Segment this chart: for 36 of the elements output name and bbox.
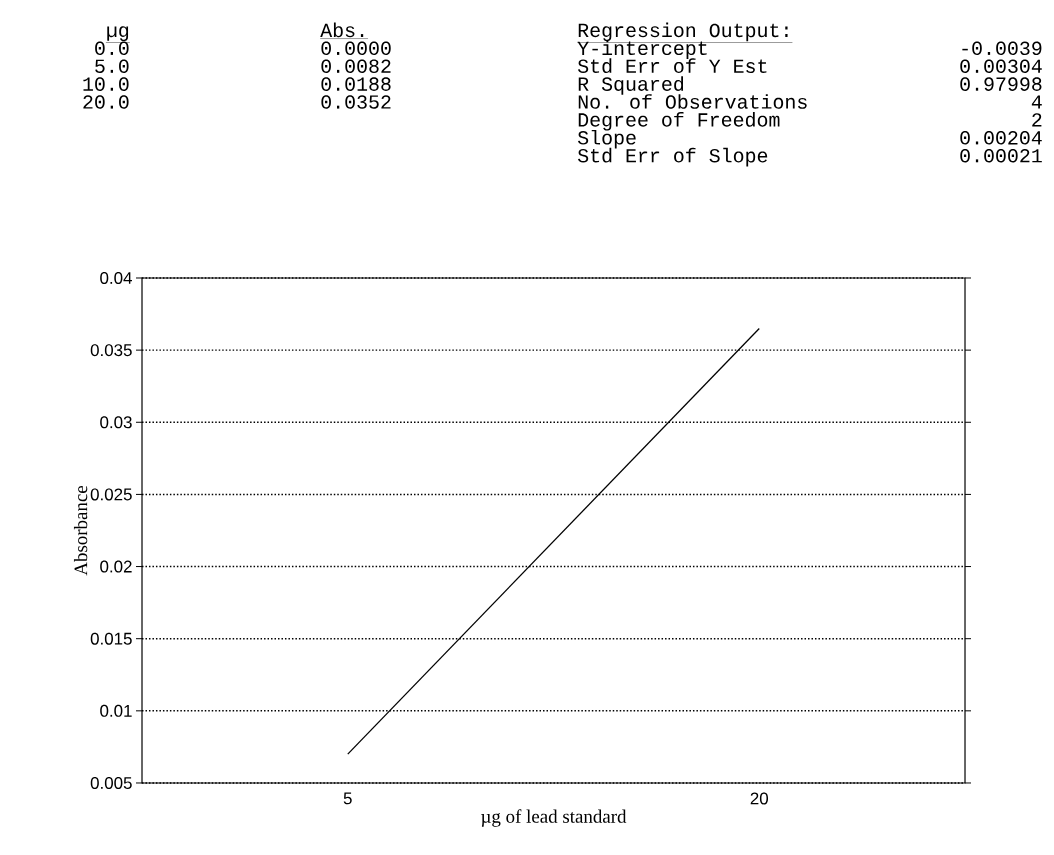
y-tick-label: 0.005 <box>90 776 132 789</box>
text: -0.0039 <box>962 41 1042 56</box>
y-tick-label: 0.04 <box>100 271 132 284</box>
y-axis-title: Absorbance <box>73 485 88 576</box>
y-tick-label: 0.015 <box>90 632 132 645</box>
text: 0.0082 <box>321 59 391 73</box>
text: 20.0 <box>83 95 129 109</box>
y-tick-label: 0.01 <box>100 704 132 717</box>
text: Regression Output: <box>578 22 788 42</box>
text: 0.0352 <box>321 95 391 109</box>
text: Y-intercept <box>577 40 707 60</box>
text: R Squared <box>578 76 684 95</box>
text: 0.00021 <box>960 148 1042 163</box>
text: 5.0 <box>95 59 129 73</box>
text: 0.0000 <box>321 41 391 56</box>
x-axis-title: µg of lead standard <box>481 809 627 827</box>
y-tick-label: 0.02 <box>100 560 132 573</box>
text: 0.00304 <box>960 59 1042 73</box>
y-tick-label: 0.025 <box>90 488 132 501</box>
text: Std Err of Y Est <box>577 58 767 74</box>
text: 0.97998 <box>960 77 1042 91</box>
y-tick-label: 0.035 <box>90 344 132 357</box>
text: 2 <box>1032 113 1042 127</box>
text: 0.0188 <box>321 77 391 91</box>
text: Degree of Freedom <box>578 112 780 131</box>
text: Slope <box>577 129 636 149</box>
text: Abs. <box>320 22 364 38</box>
x-tick-label: 20 <box>750 792 769 805</box>
text: 10.0 <box>83 77 129 91</box>
y-tick-label: 0.03 <box>100 416 132 429</box>
text: 0.00204 <box>960 131 1042 145</box>
text: 4 <box>1031 95 1042 109</box>
text: µg <box>107 26 129 42</box>
text: 0.0 <box>95 41 129 56</box>
text: No. of Observations <box>578 94 807 109</box>
x-tick-label: 5 <box>343 792 352 805</box>
